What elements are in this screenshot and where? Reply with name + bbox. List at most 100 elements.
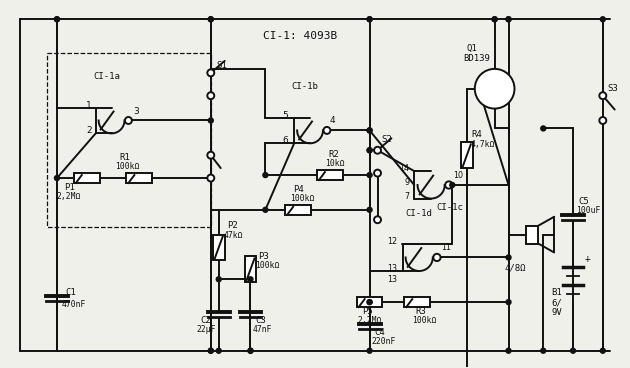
Circle shape bbox=[54, 17, 59, 22]
Circle shape bbox=[209, 176, 214, 181]
Text: 100kΩ: 100kΩ bbox=[115, 162, 140, 171]
Circle shape bbox=[445, 181, 452, 189]
Text: C4: C4 bbox=[375, 328, 386, 337]
Circle shape bbox=[207, 70, 214, 76]
Text: 2,2MΩ: 2,2MΩ bbox=[56, 192, 81, 201]
Text: CI-1a: CI-1a bbox=[93, 72, 120, 81]
Circle shape bbox=[54, 17, 59, 22]
Circle shape bbox=[506, 17, 511, 22]
Circle shape bbox=[506, 17, 511, 22]
Circle shape bbox=[492, 17, 497, 22]
Bar bbox=[404, 297, 430, 307]
Text: 47nF: 47nF bbox=[253, 325, 272, 334]
Circle shape bbox=[207, 174, 214, 181]
Text: +: + bbox=[585, 254, 591, 264]
Circle shape bbox=[209, 17, 214, 22]
Circle shape bbox=[600, 17, 605, 22]
Text: 100kΩ: 100kΩ bbox=[255, 261, 280, 270]
Text: C1: C1 bbox=[65, 288, 76, 297]
Text: 220nF: 220nF bbox=[372, 337, 396, 346]
Text: 4,7kΩ: 4,7kΩ bbox=[471, 140, 495, 149]
Text: 11: 11 bbox=[441, 244, 451, 252]
Circle shape bbox=[248, 277, 253, 282]
Text: S1: S1 bbox=[217, 61, 227, 70]
Text: 470nF: 470nF bbox=[62, 300, 86, 309]
Circle shape bbox=[600, 348, 605, 353]
Text: 6/: 6/ bbox=[551, 298, 562, 307]
Circle shape bbox=[599, 117, 606, 124]
Circle shape bbox=[506, 255, 511, 260]
Bar bbox=[74, 173, 100, 183]
Circle shape bbox=[248, 348, 253, 353]
Text: Q1: Q1 bbox=[467, 44, 478, 53]
Text: P3: P3 bbox=[258, 252, 269, 261]
Circle shape bbox=[367, 148, 372, 153]
Circle shape bbox=[209, 348, 214, 353]
Circle shape bbox=[367, 300, 372, 305]
Circle shape bbox=[367, 128, 372, 133]
Text: 14: 14 bbox=[399, 164, 410, 173]
Circle shape bbox=[367, 300, 372, 305]
Circle shape bbox=[207, 152, 214, 159]
Text: BD139: BD139 bbox=[463, 54, 490, 63]
Text: 5: 5 bbox=[282, 110, 288, 120]
Circle shape bbox=[367, 17, 372, 22]
Circle shape bbox=[450, 183, 455, 187]
Circle shape bbox=[541, 348, 546, 353]
Bar bbox=[527, 226, 538, 244]
Text: 22μF: 22μF bbox=[197, 325, 216, 334]
Text: 2,2MΩ: 2,2MΩ bbox=[358, 316, 382, 325]
Circle shape bbox=[367, 348, 372, 353]
Circle shape bbox=[207, 92, 214, 99]
Circle shape bbox=[263, 207, 268, 212]
Text: 12: 12 bbox=[387, 237, 398, 245]
Circle shape bbox=[263, 173, 268, 177]
Text: 4: 4 bbox=[330, 116, 336, 125]
Text: R4: R4 bbox=[472, 130, 483, 139]
Circle shape bbox=[367, 148, 372, 153]
Circle shape bbox=[506, 348, 511, 353]
Text: C2: C2 bbox=[201, 316, 212, 325]
Circle shape bbox=[54, 176, 59, 181]
Bar bbox=[461, 142, 472, 168]
Text: R2: R2 bbox=[328, 150, 339, 159]
Bar bbox=[127, 173, 152, 183]
Circle shape bbox=[209, 348, 214, 353]
Text: 10kΩ: 10kΩ bbox=[325, 159, 345, 168]
Circle shape bbox=[374, 170, 381, 177]
Text: R1: R1 bbox=[120, 153, 130, 162]
Text: CI-1: 4093B: CI-1: 4093B bbox=[263, 31, 337, 41]
Text: 9: 9 bbox=[404, 178, 410, 187]
Text: 4/8Ω: 4/8Ω bbox=[505, 263, 526, 272]
Text: 13: 13 bbox=[387, 275, 398, 284]
Text: P1: P1 bbox=[64, 183, 75, 192]
Text: P5: P5 bbox=[362, 307, 372, 316]
Text: 100kΩ: 100kΩ bbox=[412, 316, 437, 325]
Circle shape bbox=[367, 128, 372, 133]
Bar bbox=[357, 297, 382, 307]
Circle shape bbox=[209, 118, 214, 123]
Text: B1: B1 bbox=[551, 288, 562, 297]
Text: 1: 1 bbox=[86, 100, 92, 110]
Text: C3: C3 bbox=[255, 316, 266, 325]
Circle shape bbox=[367, 207, 372, 212]
Text: 2: 2 bbox=[86, 126, 92, 135]
Text: P4: P4 bbox=[293, 185, 304, 194]
Text: C5: C5 bbox=[578, 197, 589, 206]
Circle shape bbox=[599, 92, 606, 99]
Circle shape bbox=[492, 17, 497, 22]
Circle shape bbox=[216, 277, 221, 282]
Circle shape bbox=[475, 69, 515, 109]
Circle shape bbox=[506, 300, 511, 305]
Text: P2: P2 bbox=[227, 221, 238, 230]
Text: S3: S3 bbox=[608, 84, 619, 93]
Text: CI-1d: CI-1d bbox=[405, 209, 432, 218]
Text: R3: R3 bbox=[415, 307, 426, 316]
Text: 6: 6 bbox=[282, 136, 288, 145]
Circle shape bbox=[367, 173, 372, 177]
Circle shape bbox=[374, 147, 381, 154]
Circle shape bbox=[541, 126, 546, 131]
Circle shape bbox=[571, 348, 576, 353]
Text: 3: 3 bbox=[134, 106, 139, 116]
Circle shape bbox=[323, 127, 330, 134]
